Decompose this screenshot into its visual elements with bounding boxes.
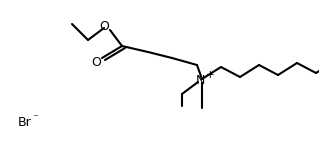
Text: +: + [206,70,214,80]
Text: ⁻: ⁻ [32,113,38,123]
Text: Br: Br [18,115,32,128]
Text: O: O [99,20,109,32]
Text: N: N [195,73,205,87]
Text: O: O [91,55,101,69]
